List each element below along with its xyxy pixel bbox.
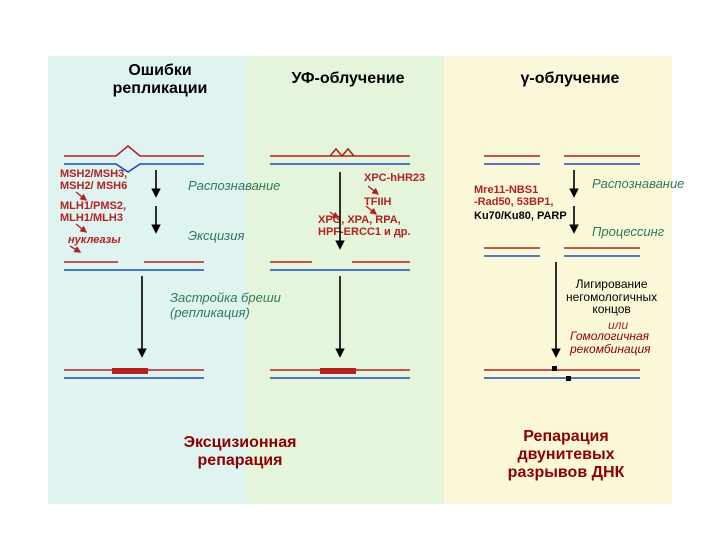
dna-c1-r2 bbox=[64, 262, 204, 270]
dna-c2-r1 bbox=[270, 149, 410, 164]
small-arrows-c1 bbox=[70, 192, 86, 252]
arrows-c1 bbox=[142, 170, 156, 356]
dna-c2-r3 bbox=[270, 368, 410, 378]
diagram-svg bbox=[0, 0, 720, 540]
dna-c3-r3 bbox=[484, 366, 640, 381]
small-arrows-c2 bbox=[330, 186, 378, 218]
dna-c3-r2 bbox=[484, 248, 640, 256]
dna-c2-r2 bbox=[270, 262, 410, 270]
dna-c1-r1 bbox=[64, 146, 204, 172]
dna-c3-r1 bbox=[484, 156, 640, 164]
arrows-c3 bbox=[556, 170, 574, 356]
dna-c1-r3 bbox=[64, 368, 204, 378]
